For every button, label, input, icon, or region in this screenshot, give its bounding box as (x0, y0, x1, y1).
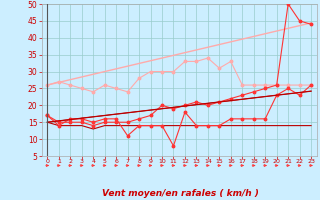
Text: Vent moyen/en rafales ( km/h ): Vent moyen/en rafales ( km/h ) (102, 189, 259, 198)
